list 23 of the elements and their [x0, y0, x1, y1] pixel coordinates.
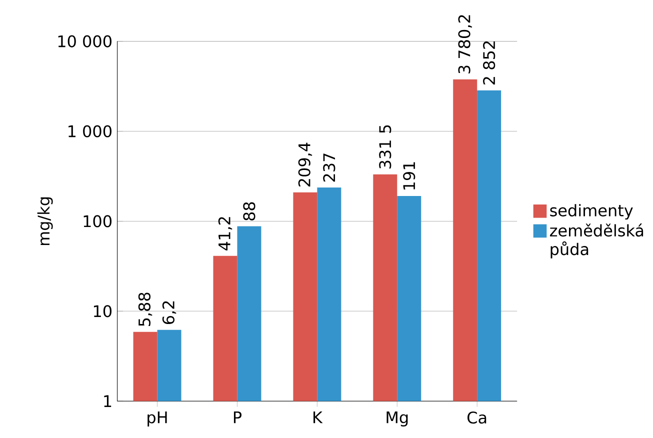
data-label: 6,2 [162, 301, 176, 324]
data-label: 3 780,2 [458, 14, 472, 74]
data-label: 41,2 [218, 216, 232, 250]
y-tick-label: 1 [104, 395, 112, 407]
data-label: 331 5 [379, 125, 392, 168]
data-label: 2 852 [483, 41, 496, 84]
data-label: 209,4 [298, 142, 312, 186]
data-label: 5,88 [138, 292, 152, 326]
data-label: 88 [243, 202, 256, 220]
y-tick-label: 10 000 [58, 35, 112, 48]
legend-label: zemědělská půda [550, 223, 644, 258]
data-label: 237 [323, 153, 336, 182]
x-tick-label: P [234, 411, 242, 423]
y-tick-label: 100 [84, 214, 112, 228]
x-tick-label: pH [148, 411, 167, 426]
x-tick-label: K [313, 411, 323, 423]
legend-label: sedimenty [550, 204, 633, 220]
x-tick-label: Mg [386, 411, 408, 426]
x-tick-label: Ca [468, 411, 486, 424]
y-tick-label: 1 000 [68, 124, 112, 138]
y-tick-label: 10 [94, 304, 112, 317]
y-axis-title: mg/kg [37, 197, 53, 245]
data-label: 191 [403, 162, 416, 190]
